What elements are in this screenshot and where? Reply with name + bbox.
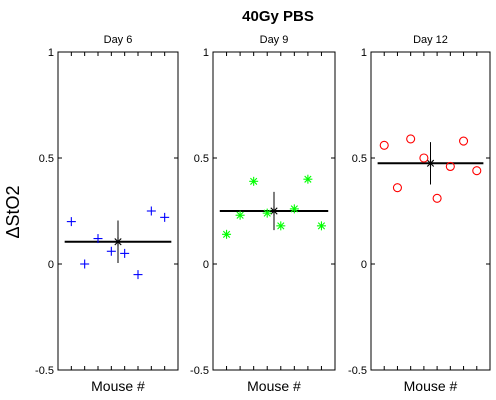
data-point [406, 134, 416, 144]
data-point [262, 208, 272, 218]
y-tick-label: -0.5 [348, 365, 367, 377]
data-point [235, 210, 245, 220]
y-tick-label: 0.5 [39, 153, 54, 165]
data-point [445, 161, 455, 172]
mean-marker-d2 [270, 207, 278, 215]
figure-title: 40Gy PBS [242, 8, 314, 25]
data-point-d2 [250, 177, 258, 185]
data-point [80, 259, 90, 269]
y-tick-label: 1 [203, 47, 209, 59]
plot-frame [370, 51, 491, 371]
data-point-shape [379, 140, 389, 150]
y-tick-label: 0 [203, 259, 209, 271]
data-point [379, 140, 389, 150]
x-axis-label: Mouse # [404, 378, 458, 394]
data-point [459, 136, 469, 146]
y-tick-label: 1 [48, 47, 54, 59]
data-point [472, 166, 482, 176]
y-tick-label: 1 [361, 47, 367, 59]
data-point-d2 [277, 222, 285, 230]
data-point [93, 234, 103, 244]
data-point-shape [419, 153, 429, 163]
y-tick-label: 0 [361, 259, 367, 271]
data-point-shape [445, 161, 455, 172]
data-point [276, 221, 286, 231]
y-axis-label: ΔStO2 [3, 185, 23, 238]
data-point-shape [392, 183, 402, 193]
y-tick-label: -0.5 [35, 365, 54, 377]
data-point-d2 [222, 230, 231, 238]
panel-title: Day 9 [260, 34, 289, 46]
plot-frame [57, 51, 179, 371]
data-point [432, 193, 442, 203]
panel-2: Day 9 -0.5 0 0.5 1 Mouse # [190, 34, 336, 394]
data-point-shape [472, 166, 482, 176]
panel-title: Day 6 [104, 34, 133, 46]
data-point [66, 217, 76, 227]
panel-3: Day 12 -0.5 0 0.5 1 Mouse # [348, 34, 491, 394]
data-point [146, 206, 156, 216]
mean-marker [113, 237, 123, 247]
mean-marker [269, 206, 279, 216]
data-point [289, 204, 299, 214]
data-point-d2 [263, 209, 271, 217]
mean-marker-d2 [114, 238, 122, 246]
data-point [120, 248, 130, 258]
data-point [222, 229, 232, 239]
data-point [316, 221, 326, 231]
data-point-d2 [304, 175, 312, 183]
data-point-d2 [290, 205, 298, 213]
data-point-shape [432, 193, 442, 203]
mean-marker [426, 158, 435, 168]
data-point [303, 174, 313, 184]
data-point [133, 270, 143, 280]
data-point [392, 183, 402, 193]
data-point [249, 176, 259, 186]
data-point [419, 153, 429, 163]
y-tick-label: 0.5 [194, 153, 209, 165]
data-point-d2 [236, 211, 244, 219]
x-axis-label: Mouse # [91, 378, 145, 394]
data-point-d2 [317, 222, 326, 230]
mean-marker-d2 [426, 159, 435, 167]
x-axis-label: Mouse # [247, 378, 301, 394]
data-point-shape [406, 134, 416, 144]
data-point [106, 246, 116, 256]
panels: Day 6 -0.5 0 0.5 1 Mouse # Day 9 -0.5 0 0.5 1 Mouse… [35, 34, 491, 394]
panel-1: Day 6 -0.5 0 0.5 1 Mouse # [35, 34, 179, 394]
y-tick-label: -0.5 [190, 365, 209, 377]
panel-title: Day 12 [413, 34, 448, 46]
y-tick-label: 0 [48, 259, 54, 271]
y-tick-label: 0.5 [352, 153, 367, 165]
data-point [160, 212, 170, 222]
data-point-shape [459, 136, 469, 146]
